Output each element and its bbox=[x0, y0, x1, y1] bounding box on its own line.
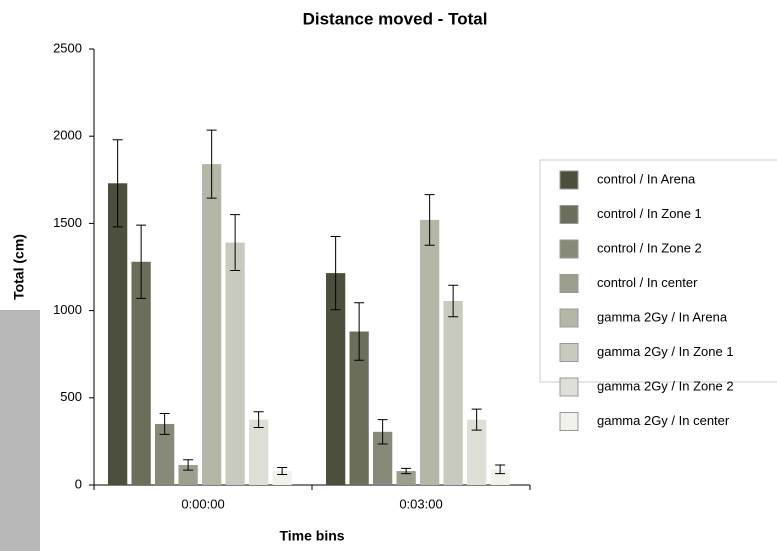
x-tick-label: 0:00:00 bbox=[181, 496, 224, 511]
legend-swatch bbox=[560, 275, 578, 293]
bar bbox=[108, 183, 127, 485]
chart: Distance moved - Total Time bins Total (… bbox=[0, 0, 777, 551]
legend-swatch bbox=[560, 206, 578, 224]
y-tick-label: 2000 bbox=[53, 128, 82, 143]
background-patch bbox=[0, 310, 40, 551]
legend-swatch bbox=[560, 378, 578, 396]
y-tick-label: 500 bbox=[60, 389, 82, 404]
legend-label: control / In Arena bbox=[597, 171, 696, 186]
legend-swatch bbox=[560, 413, 578, 431]
legend-swatch bbox=[560, 309, 578, 327]
legend-swatch bbox=[560, 344, 578, 362]
y-tick-label: 1500 bbox=[53, 215, 82, 230]
x-axis-label: Time bins bbox=[279, 528, 344, 544]
legend-swatch bbox=[560, 171, 578, 189]
legend-label: control / In Zone 1 bbox=[597, 206, 702, 221]
bar bbox=[226, 243, 245, 485]
bar bbox=[249, 420, 268, 485]
bar bbox=[444, 301, 463, 485]
bar bbox=[202, 164, 221, 485]
y-tick-label: 2500 bbox=[53, 40, 82, 55]
legend-label: gamma 2Gy / In Zone 2 bbox=[597, 378, 734, 393]
legend-label: gamma 2Gy / In center bbox=[597, 413, 730, 428]
legend-label: gamma 2Gy / In Zone 1 bbox=[597, 344, 734, 359]
y-tick-label: 0 bbox=[75, 476, 82, 491]
y-tick-label: 1000 bbox=[53, 302, 82, 317]
y-axis-label: Total (cm) bbox=[11, 234, 27, 300]
bar bbox=[420, 220, 439, 485]
legend-label: control / In center bbox=[597, 275, 698, 290]
x-tick-label: 0:03:00 bbox=[399, 496, 442, 511]
chart-title: Distance moved - Total bbox=[303, 9, 488, 28]
legend-label: gamma 2Gy / In Arena bbox=[597, 309, 728, 324]
legend-swatch bbox=[560, 240, 578, 258]
legend-label: control / In Zone 2 bbox=[597, 240, 702, 255]
